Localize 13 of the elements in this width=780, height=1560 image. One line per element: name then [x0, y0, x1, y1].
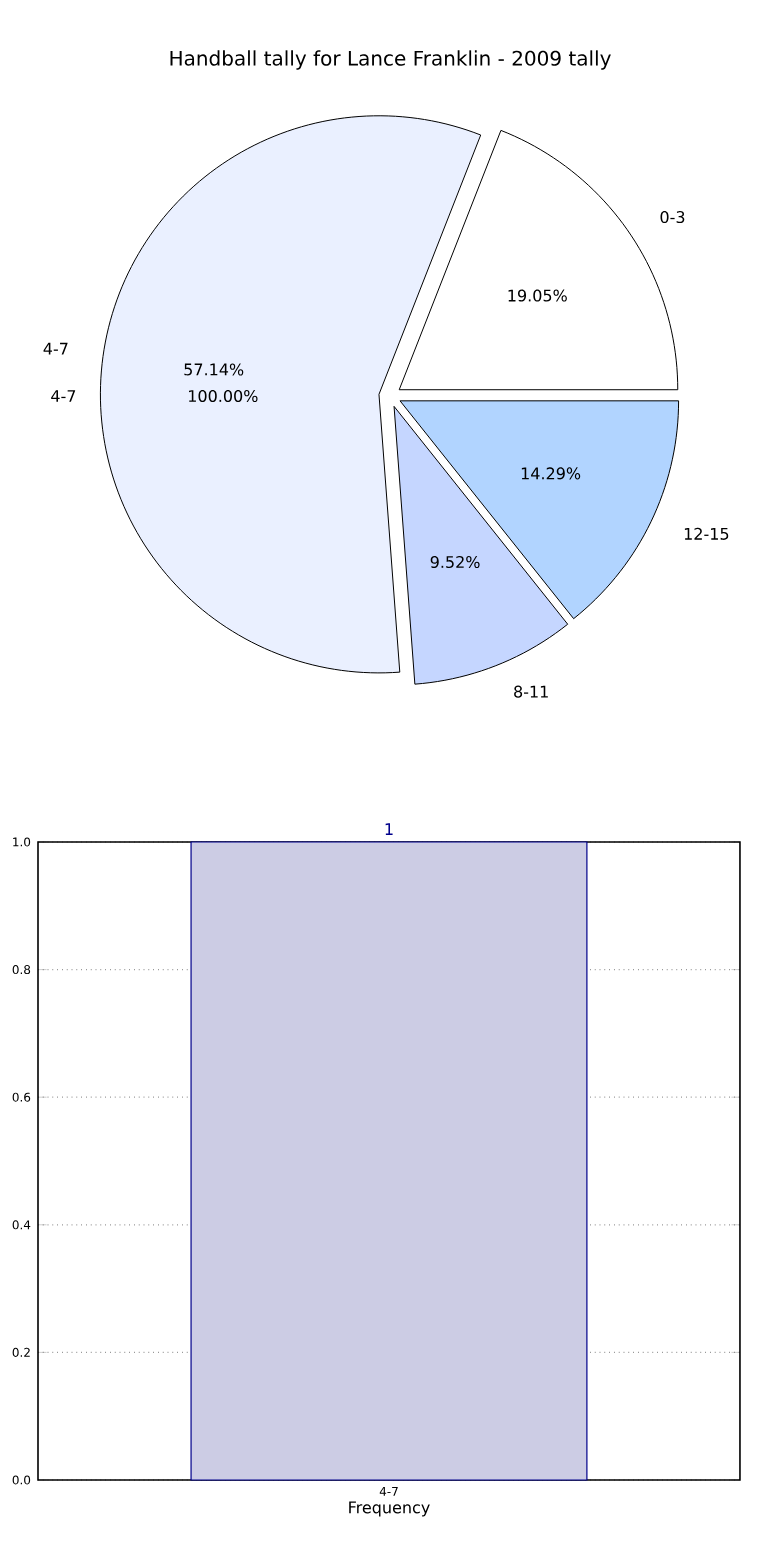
data-label: 14.29%: [521, 467, 581, 480]
slice-label: 8-11: [514, 685, 548, 698]
slice-label: 0-3: [660, 211, 685, 224]
data-label: 1: [385, 823, 393, 835]
slice-label: 12-15: [684, 527, 729, 540]
x-axis-title: Frequency: [349, 1501, 430, 1517]
data-label: 19.05%: [508, 289, 567, 302]
chart-title: Handball tally for Lance Franklin - 2009 tally: [170, 50, 611, 70]
text: 4-7: [51, 390, 76, 402]
text: 100.00%: [189, 389, 258, 403]
data-label: 57.14%: [184, 363, 244, 376]
data-label: 9.52%: [430, 555, 480, 569]
slice-label: 4-7: [43, 342, 68, 355]
